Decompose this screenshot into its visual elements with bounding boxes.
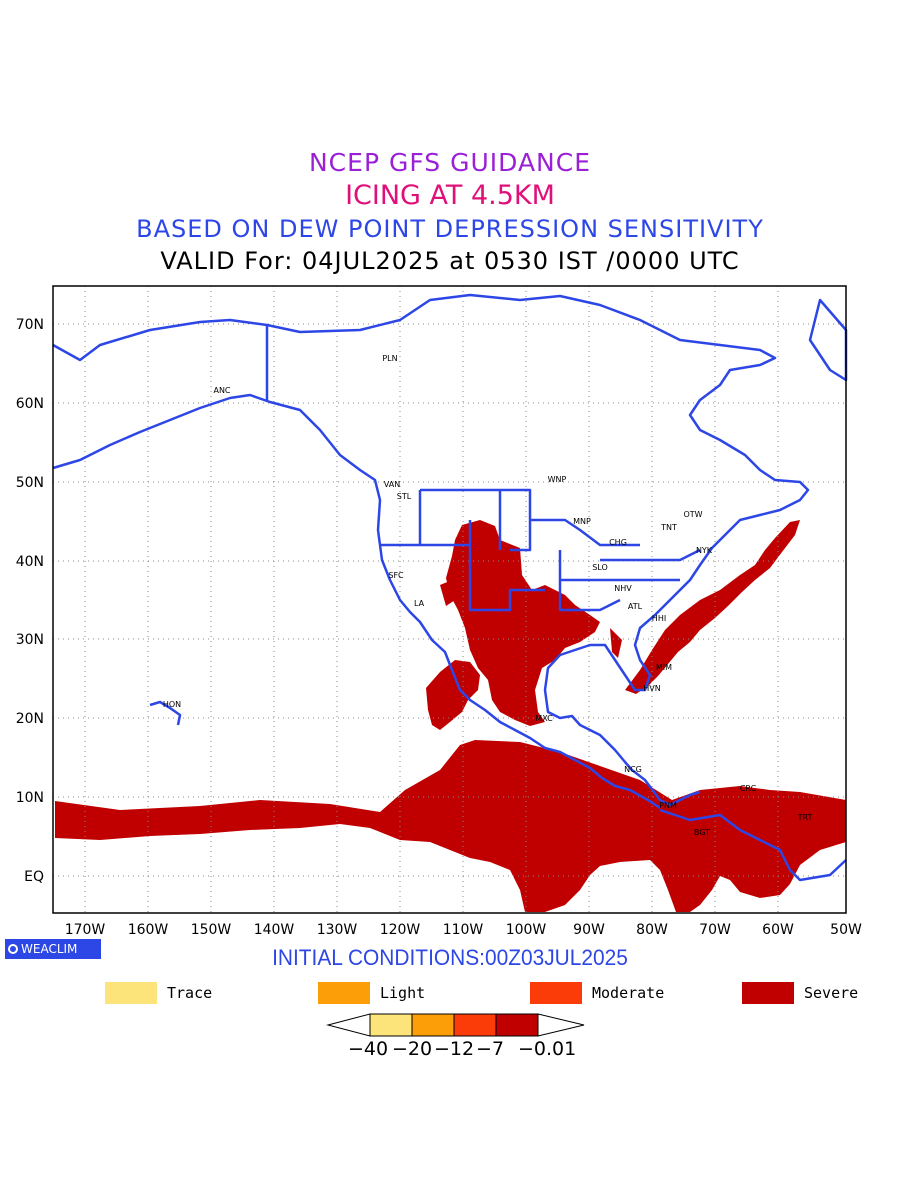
lat-label-60N: 60N	[16, 396, 44, 412]
colorbar-label: −40	[348, 1038, 389, 1060]
lon-label-50W: 50W	[830, 922, 862, 938]
station-mxc: MXC	[535, 714, 553, 723]
colorbar-label: −7	[476, 1038, 505, 1060]
lat-label-50N: 50N	[16, 475, 44, 491]
weaclim-logo[interactable]: WEACLIM	[5, 939, 101, 959]
lat-label-EQ: EQ	[24, 869, 44, 885]
severe-swatch	[742, 982, 794, 1004]
station-mim: MIM	[656, 663, 672, 672]
legend-severe: Severe	[742, 982, 858, 1004]
title-line-3: BASED ON DEW POINT DEPRESSION SENSITIVIT…	[136, 215, 764, 243]
station-bgt: BGT	[694, 828, 710, 837]
title-line-2: ICING AT 4.5KM	[345, 180, 555, 211]
station-chg: CHG	[609, 538, 627, 547]
trace-swatch	[105, 982, 157, 1004]
lat-label-40N: 40N	[16, 554, 44, 570]
lat-label-10N: 10N	[16, 790, 44, 806]
colorbar	[326, 1013, 585, 1037]
station-atl: ATL	[628, 602, 643, 611]
station-nyk: NYK	[696, 546, 713, 555]
lon-label-160W: 160W	[128, 922, 169, 938]
severe-label: Severe	[804, 984, 859, 1002]
station-hon: HON	[163, 700, 181, 709]
lat-label-30N: 30N	[16, 632, 44, 648]
station-pnm: PNM	[659, 801, 677, 810]
lon-label-60W: 60W	[762, 922, 794, 938]
legend-trace: Trace	[105, 982, 212, 1004]
lon-label-140W: 140W	[254, 922, 295, 938]
logo-ring-icon	[8, 944, 18, 954]
legend-moderate: Moderate	[530, 982, 664, 1004]
lon-label-80W: 80W	[636, 922, 668, 938]
station-trt: TRT	[797, 813, 813, 822]
lon-label-150W: 150W	[191, 922, 232, 938]
station-wnp: WNP	[548, 475, 567, 484]
lon-label-170W: 170W	[65, 922, 106, 938]
station-la: LA	[414, 599, 425, 608]
lon-label-90W: 90W	[573, 922, 605, 938]
colorbar-label: −20	[392, 1038, 433, 1060]
lon-label-110W: 110W	[443, 922, 484, 938]
map-frame	[52, 285, 847, 914]
station-hhi: HHI	[652, 614, 666, 623]
title-line-4: VALID For: 04JUL2025 at 0530 IST /0000 U…	[160, 247, 740, 275]
lon-label-120W: 120W	[380, 922, 421, 938]
lon-label-70W: 70W	[699, 922, 731, 938]
station-tnt: TNT	[660, 523, 677, 532]
trace-label: Trace	[167, 984, 213, 1002]
title-line-1: NCEP GFS GUIDANCE	[308, 148, 591, 177]
station-anc: ANC	[213, 386, 230, 395]
station-sfc: SFC	[388, 571, 404, 580]
station-mnp: MNP	[573, 517, 591, 526]
severe-icing-areas	[55, 520, 846, 912]
lat-label-20N: 20N	[16, 711, 44, 727]
station-hvn: HVN	[643, 684, 660, 693]
station-slo: SLO	[592, 563, 608, 572]
colorbar-label: −0.01	[518, 1038, 577, 1060]
legend-light: Light	[318, 982, 425, 1004]
station-van: VAN	[384, 480, 400, 489]
moderate-swatch	[530, 982, 582, 1004]
light-label: Light	[380, 984, 426, 1002]
station-stl: STL	[397, 492, 412, 501]
station-labels: ANC PLN VAN STL WNP MNP OTW TNT CHG NYK SFC SLO LA NH…	[163, 354, 813, 837]
station-crc: CRC	[740, 784, 757, 793]
station-otw: OTW	[683, 510, 702, 519]
light-swatch	[318, 982, 370, 1004]
station-nhv: NHV	[614, 584, 632, 593]
station-pln: PLN	[382, 354, 397, 363]
station-ncg: NCG	[624, 765, 642, 774]
initial-conditions: INITIAL CONDITIONS:00Z03JUL2025	[272, 945, 628, 970]
lon-label-130W: 130W	[317, 922, 358, 938]
lat-label-70N: 70N	[16, 317, 44, 333]
moderate-label: Moderate	[592, 984, 665, 1002]
coastlines	[52, 293, 848, 882]
logo-text: WEACLIM	[21, 942, 78, 956]
lon-label-100W: 100W	[506, 922, 547, 938]
colorbar-label: −12	[434, 1038, 475, 1060]
